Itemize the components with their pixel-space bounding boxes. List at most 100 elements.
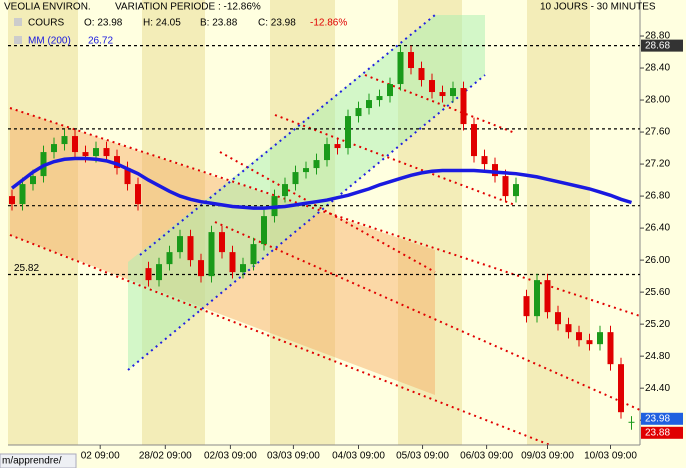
period: 10 JOURS - 30 MINUTES <box>540 2 656 13</box>
candle-body <box>418 68 425 81</box>
legend-icon <box>14 36 22 44</box>
trend-line <box>127 74 486 371</box>
legend-high: H: 24.05 <box>143 18 181 29</box>
y-tick-label: 28.40 <box>645 63 670 74</box>
candle-body <box>429 80 435 93</box>
candle-body <box>481 156 488 165</box>
chart-title: VEOLIA ENVIRON. <box>4 2 91 13</box>
x-tick-label: 04/03 09:00 <box>332 451 385 462</box>
y-tick-label: 28.00 <box>645 95 670 106</box>
candle-body <box>93 148 99 157</box>
candle-body <box>219 232 225 253</box>
candle-body <box>376 96 383 101</box>
x-tick-label: 02/03 09:00 <box>204 451 257 462</box>
y-tick-label: 27.60 <box>645 127 670 138</box>
candle-body <box>292 172 299 185</box>
candle-body <box>156 264 162 281</box>
candle-body <box>534 280 540 317</box>
moving-average <box>10 156 633 210</box>
y-tick-label: 26.40 <box>645 223 670 234</box>
y-tick-label: 27.20 <box>645 159 670 170</box>
x-tick-label: 02 09:00 <box>81 451 120 462</box>
candle-body <box>61 136 68 145</box>
status-bar <box>0 453 77 468</box>
candle-body <box>607 332 614 365</box>
y-tick-label: 26.80 <box>645 191 670 202</box>
candle-body <box>460 88 467 125</box>
x-tick-label: 05/03 09:00 <box>396 451 449 462</box>
trend-line <box>219 151 436 273</box>
candle-body <box>303 168 309 173</box>
candle-body <box>30 176 36 185</box>
y-tick-label: 26.00 <box>645 255 670 266</box>
candle-body <box>586 340 593 345</box>
subtitle: VARIATION PERIODE : -12.86% <box>115 2 261 13</box>
candle-body <box>439 92 446 97</box>
candle-body <box>19 184 26 205</box>
candle-body <box>208 232 215 277</box>
candle-body <box>135 184 141 205</box>
legend-ma: MM (200) <box>28 36 71 47</box>
day-band <box>527 0 590 445</box>
legend-close: C: 23.98 <box>258 18 296 29</box>
candle-body <box>492 164 498 177</box>
candle-body <box>555 312 561 325</box>
candle-body <box>103 148 110 157</box>
trend-lines <box>127 14 486 371</box>
candle-body <box>513 184 519 197</box>
candle-body <box>166 252 173 265</box>
candle-body <box>450 88 456 97</box>
candle-body <box>324 144 330 161</box>
channel-zone <box>128 15 485 370</box>
y-tick-label: 25.60 <box>645 287 670 298</box>
candle-body <box>618 364 624 413</box>
candle-body <box>502 176 509 197</box>
price-tag <box>641 39 683 52</box>
candle-body <box>408 52 414 69</box>
candle-body <box>250 244 257 265</box>
candle-body <box>51 144 57 153</box>
candle-body <box>187 236 194 261</box>
level-label: 25.82 <box>14 263 39 274</box>
price-tag <box>641 412 683 425</box>
candle-body <box>334 144 341 149</box>
status-text: m/apprendre/ <box>2 456 62 467</box>
candle-body <box>628 421 635 423</box>
candle-body <box>240 264 246 273</box>
candle-body <box>523 296 530 317</box>
legend-open: O: 23.98 <box>84 18 123 29</box>
x-tick-label: 10/03 09:00 <box>584 451 637 462</box>
candle-body <box>345 116 351 149</box>
candle-body <box>366 100 372 109</box>
candle-body <box>565 324 572 333</box>
candle-body <box>114 156 120 169</box>
candle-body <box>9 196 15 205</box>
price-tag <box>641 426 683 439</box>
candle-body <box>82 152 89 157</box>
y-tick-label: 24.80 <box>645 351 670 362</box>
legend-change: -12.86% <box>310 18 347 29</box>
day-bands <box>8 0 590 445</box>
price-tag-label: 23.88 <box>645 427 670 438</box>
trend-line <box>9 234 551 446</box>
plot: 28.80 28.40 28.00 27.60 27.20 26.80 26.40 26.00… <box>8 0 683 462</box>
y-tick-label: 24.40 <box>645 383 670 394</box>
x-tick-label: 28/02 09:00 <box>139 451 192 462</box>
candle-body <box>576 332 582 341</box>
candle-body <box>471 124 477 157</box>
candle-body <box>198 260 204 277</box>
candle-body <box>282 184 288 197</box>
candle-body <box>145 268 152 281</box>
y-tick-label: 28.80 <box>645 31 670 42</box>
candle-body <box>124 168 131 185</box>
candle-body <box>544 280 551 313</box>
candle-body <box>313 160 320 169</box>
legend-name: COURS <box>28 18 64 29</box>
legend-ma-value: 26.72 <box>88 36 113 47</box>
x-tick-label: 09/03 09:00 <box>521 451 574 462</box>
trend-line <box>274 114 516 206</box>
candle-body <box>261 216 267 245</box>
candle-body <box>355 108 362 117</box>
day-band <box>8 0 78 445</box>
